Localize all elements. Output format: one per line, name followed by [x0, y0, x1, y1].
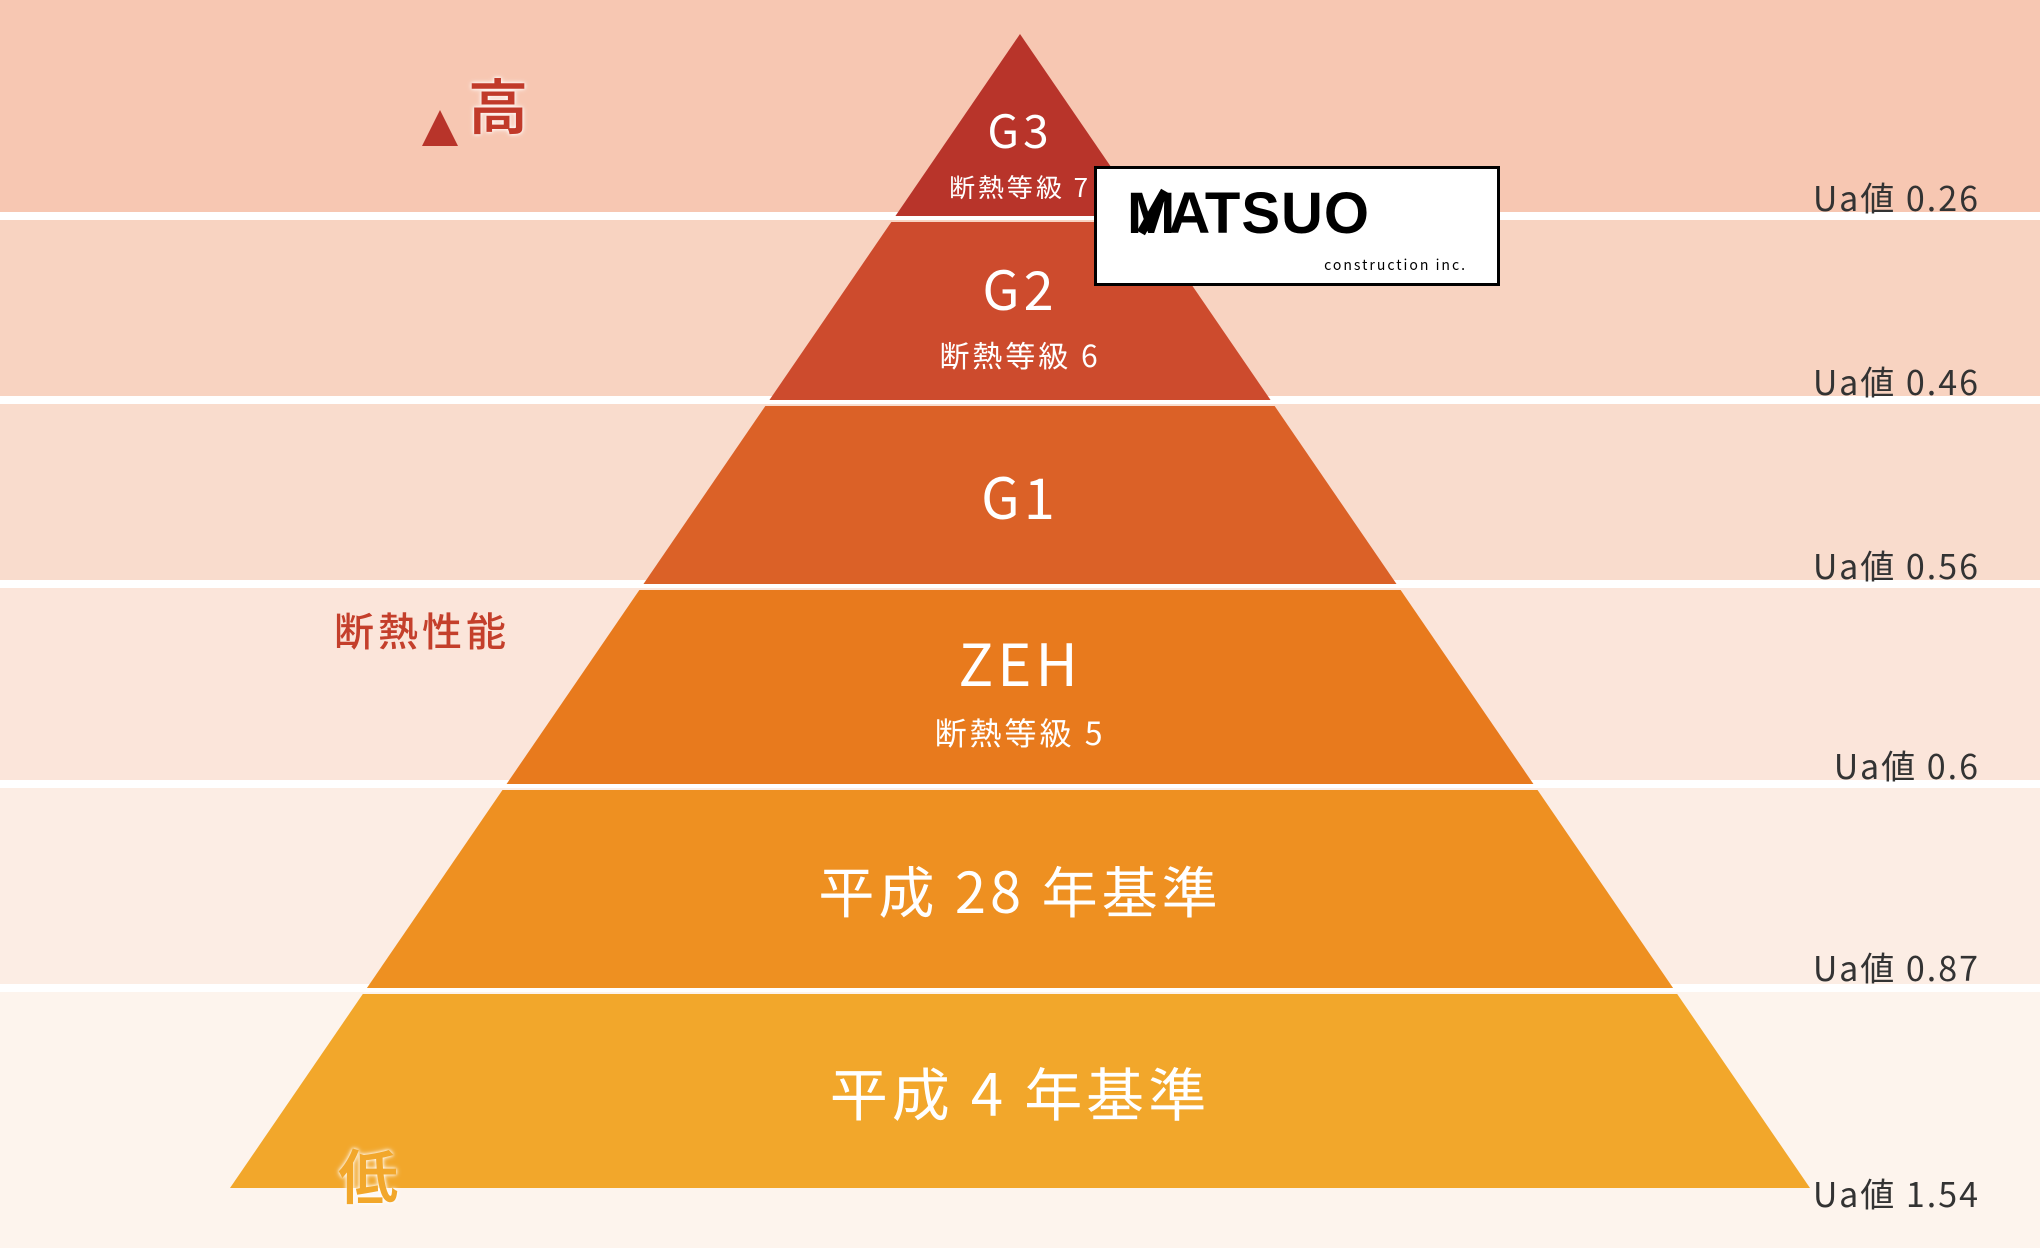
callout-subtitle: construction inc.: [1324, 255, 1467, 275]
callout-logo-text: MATSUO: [1127, 183, 1467, 253]
brand-callout: MATSUO construction inc.: [1094, 166, 1500, 286]
performance-arrow: [0, 0, 2040, 1252]
arrow-label-mid: 断熱性能: [334, 600, 510, 658]
arrow-label-low: 低: [338, 1130, 398, 1217]
arrow-label-high: 高: [468, 60, 528, 147]
